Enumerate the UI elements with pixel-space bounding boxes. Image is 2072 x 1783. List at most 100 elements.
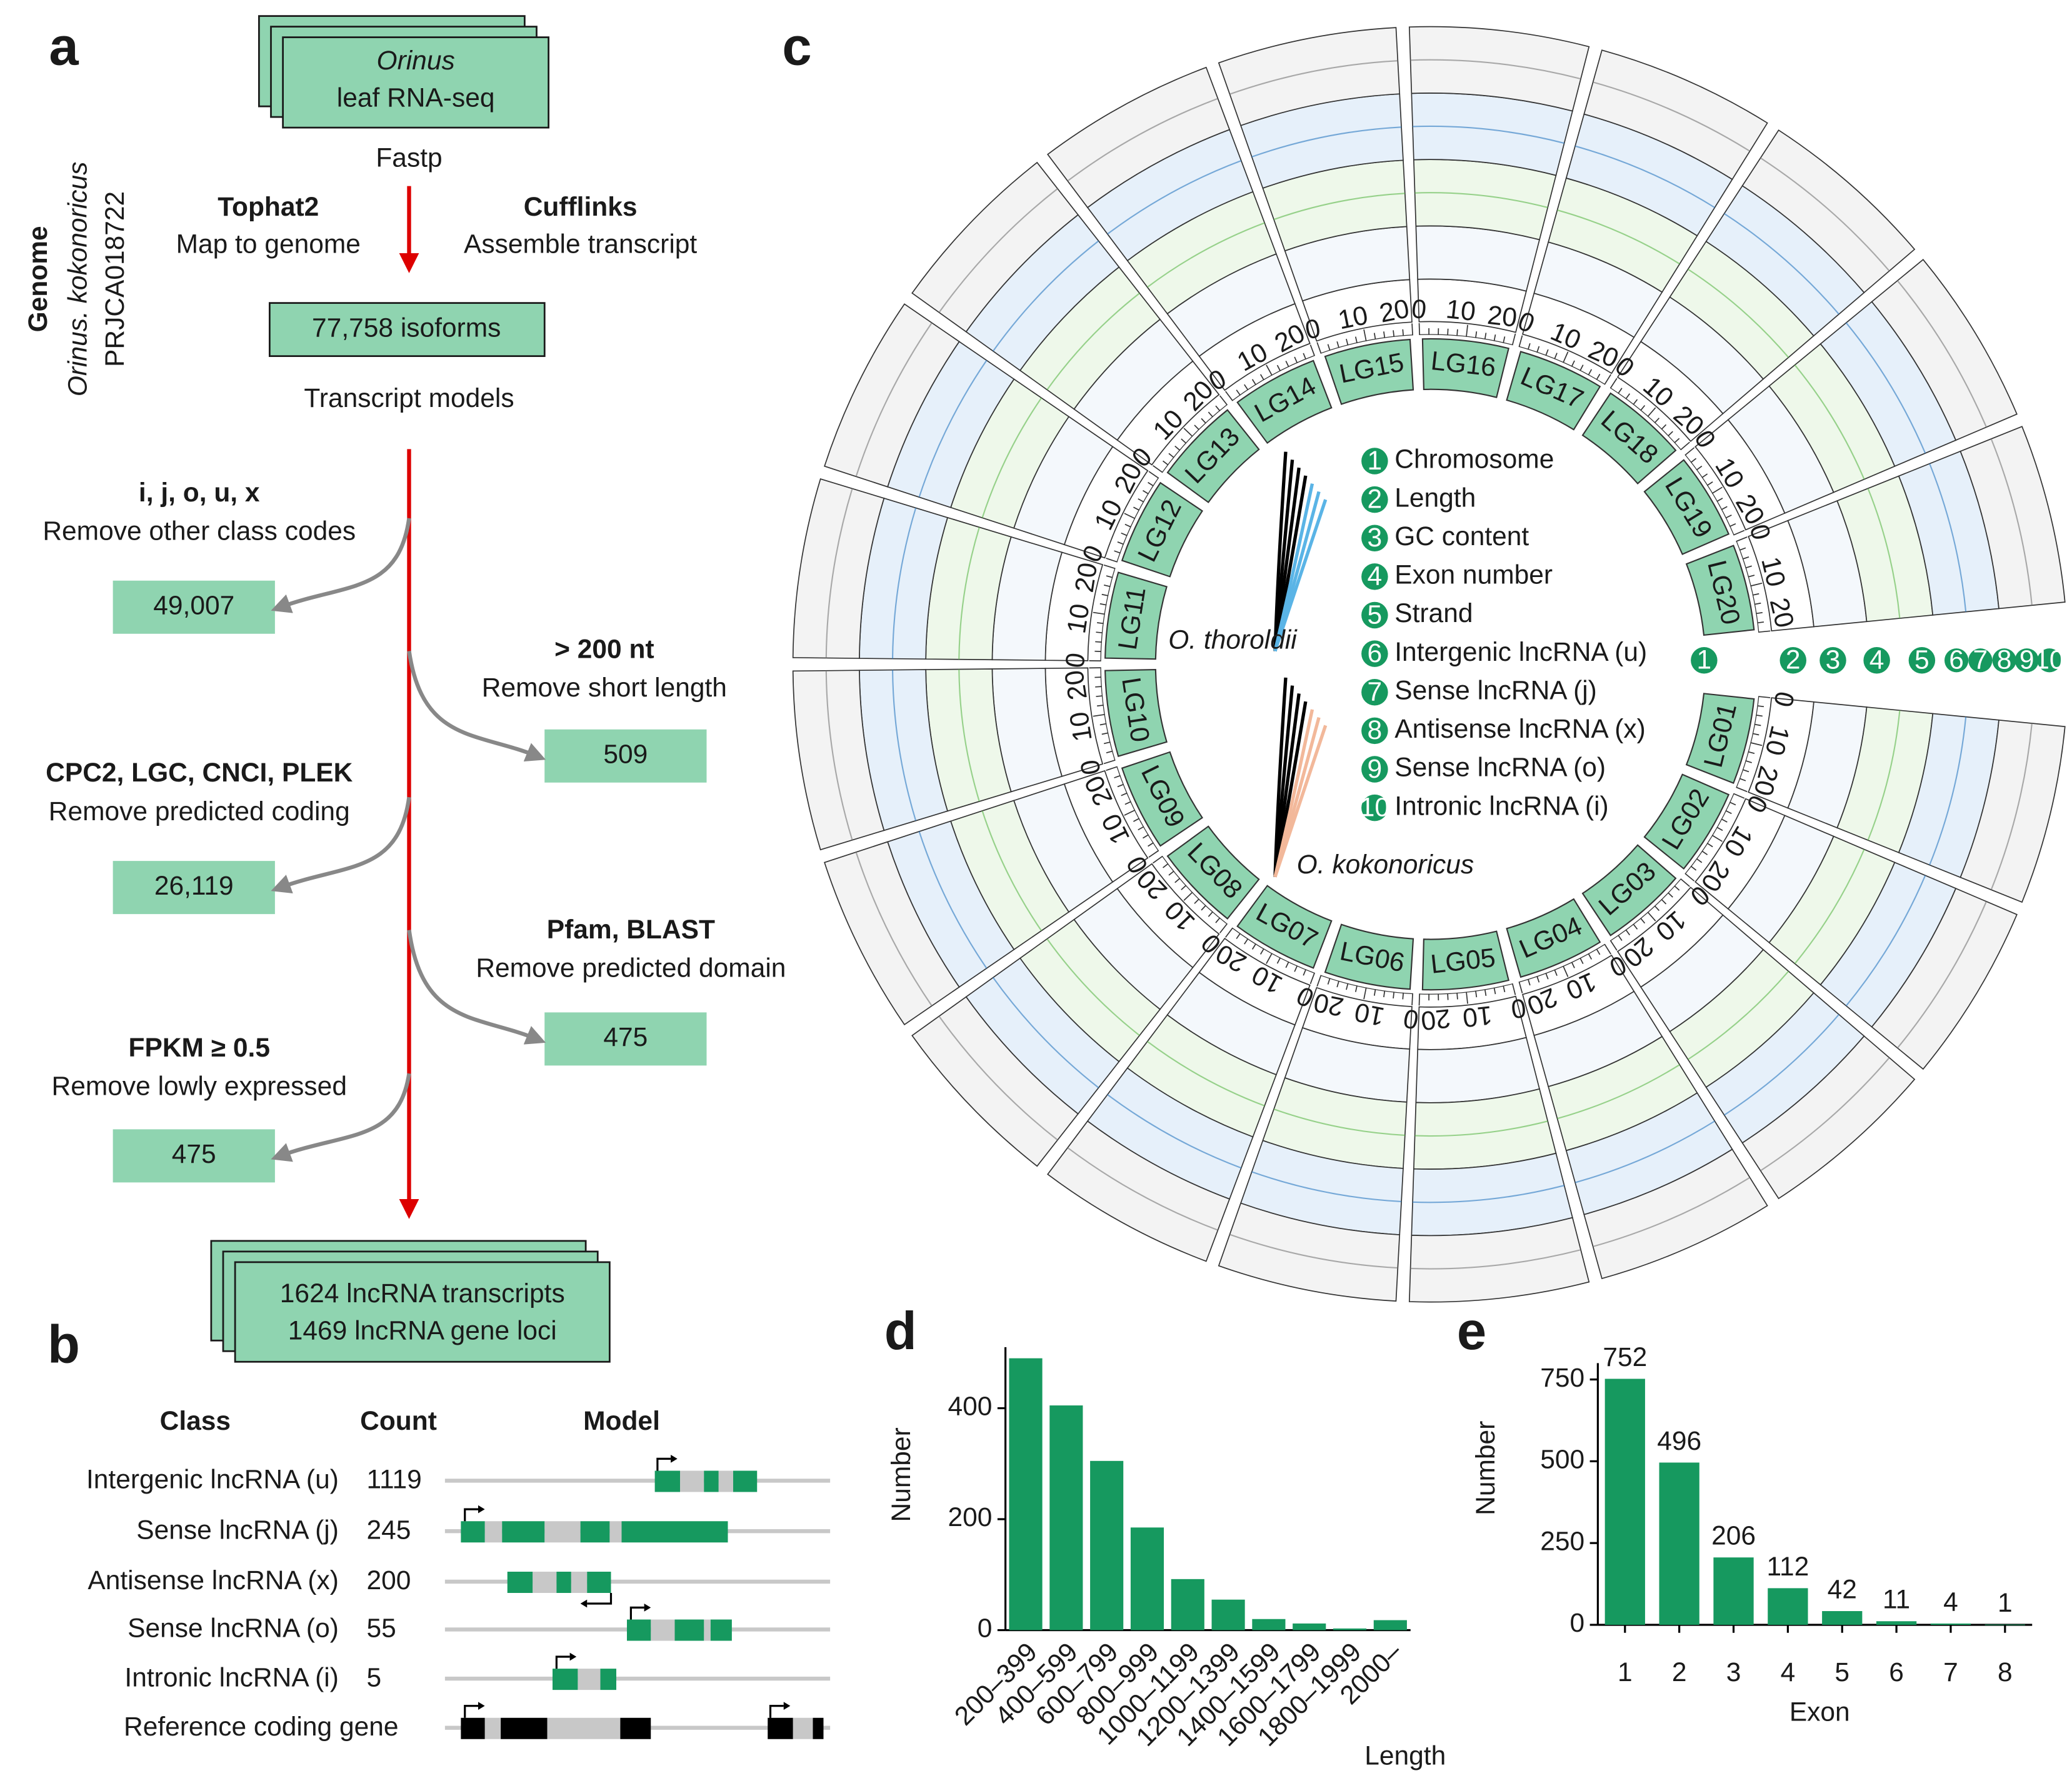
bar <box>1604 1379 1645 1625</box>
panel-label: c <box>782 17 811 76</box>
arrow <box>407 650 546 761</box>
arrow <box>271 518 411 613</box>
species-icon <box>1273 499 1328 652</box>
bar <box>1211 1599 1245 1630</box>
scale-label: 20 <box>1377 294 1412 328</box>
scale-label: 10 <box>1444 294 1477 327</box>
legend-number: 3 <box>1368 523 1383 553</box>
track-sector <box>1408 26 1590 112</box>
x-tick-label: 3 <box>1726 1658 1741 1687</box>
legend-number: 10 <box>1360 793 1389 822</box>
scale-tick <box>1609 940 1618 951</box>
scale-tick <box>1752 733 1759 736</box>
legend-dot <box>1361 679 1388 706</box>
scale-tick <box>1095 641 1102 643</box>
species-label: O. kokonoricus <box>1297 850 1474 880</box>
scale-tick <box>1259 948 1264 955</box>
scale-tick <box>1124 523 1131 528</box>
bar <box>1713 1557 1754 1625</box>
y-tick-label: 0 <box>978 1614 993 1644</box>
bar <box>1373 1620 1407 1630</box>
panel-label: a <box>49 17 79 76</box>
scale-tick <box>1716 826 1723 831</box>
x-tick-label: 6 <box>1889 1658 1904 1687</box>
scale-tick <box>1309 972 1316 985</box>
step-text: Fastp <box>376 143 442 173</box>
scale-tick <box>1745 760 1752 763</box>
scale-tick <box>1259 374 1264 381</box>
scale-tick <box>1244 938 1249 945</box>
scale-tick <box>1244 384 1249 391</box>
arrow <box>271 1073 411 1162</box>
scale-tick <box>1527 978 1531 986</box>
scale-tick <box>1729 801 1736 806</box>
scale-tick <box>1121 532 1128 536</box>
scale-tick <box>1309 344 1316 356</box>
scale-tick <box>1106 558 1118 563</box>
scale-label: 20 <box>1059 668 1093 702</box>
chromosome-box <box>1685 693 1755 784</box>
scale-tick <box>1148 481 1154 487</box>
gene-models <box>444 1455 831 1739</box>
genome-species: Orinus. kokonoricus <box>64 162 93 397</box>
scale-tick <box>1174 445 1181 451</box>
scale-tick <box>1143 490 1149 495</box>
track-number-dot <box>2014 648 2039 673</box>
track-sector <box>1583 1148 1768 1280</box>
scale-tick <box>1336 980 1339 988</box>
scale-tick <box>1618 388 1623 394</box>
panel-label: b <box>48 1315 80 1374</box>
scale-tick <box>1346 983 1349 990</box>
legend-dot <box>1361 525 1388 551</box>
track-sector <box>1871 259 2018 441</box>
scale-tick <box>1701 850 1708 855</box>
scale-tick <box>1725 515 1732 519</box>
box <box>544 729 707 783</box>
scale-tick <box>1097 705 1104 707</box>
scale-tick <box>1093 713 1105 717</box>
scale-tick <box>1604 374 1611 385</box>
scale-tick <box>1493 334 1496 341</box>
scale-tick <box>1696 465 1703 471</box>
scale-tick <box>1393 330 1395 337</box>
scale-tick <box>1736 786 1748 793</box>
class-name: Intergenic lncRNA (u) <box>86 1465 339 1495</box>
class-name: Reference coding gene <box>124 1712 399 1742</box>
scale-tick <box>1327 344 1331 351</box>
scale-tick <box>1163 460 1169 466</box>
legend-number: 7 <box>1368 678 1383 707</box>
value-label: 112 <box>1767 1552 1809 1582</box>
scale-label: 10 <box>1064 710 1098 743</box>
track-number: 1 <box>1697 646 1712 675</box>
legend-label: Sense lncRNA (o) <box>1394 753 1606 783</box>
scale-tick <box>1511 333 1516 346</box>
x-axis-label: Length <box>1364 1742 1446 1771</box>
scale-tick <box>1554 353 1558 359</box>
scale-tick <box>1103 741 1111 745</box>
chromosome-box <box>1166 409 1260 503</box>
chromosome-label: LG16 <box>1429 346 1497 383</box>
scale-tick <box>1411 323 1413 336</box>
scale-tick <box>1219 395 1228 406</box>
track-baseline <box>1413 1185 1564 1203</box>
bar <box>1090 1460 1124 1630</box>
value-label: 42 <box>1828 1575 1857 1604</box>
scale-tick <box>1518 981 1523 993</box>
scale-tick <box>1106 766 1118 771</box>
scale-tick <box>1701 473 1708 478</box>
scale-tick <box>1654 418 1660 424</box>
x-tick-label: 8 <box>1998 1658 2013 1687</box>
scale-tick <box>1511 983 1516 995</box>
step-text: Remove other class codes <box>43 516 356 546</box>
scale-tick <box>1103 565 1116 570</box>
scale-label: 20 <box>1070 561 1104 595</box>
legend-number: 6 <box>1368 639 1383 668</box>
y-tick-label: 250 <box>1540 1527 1584 1556</box>
class-name: Antisense lncRNA (x) <box>88 1566 339 1595</box>
scale-tick <box>1316 975 1322 987</box>
track-sector <box>1871 888 2018 1070</box>
scale-tick <box>1633 923 1638 930</box>
scale-tick <box>1138 498 1144 503</box>
track-baseline <box>1413 125 1564 144</box>
scale-tick <box>1099 723 1107 726</box>
